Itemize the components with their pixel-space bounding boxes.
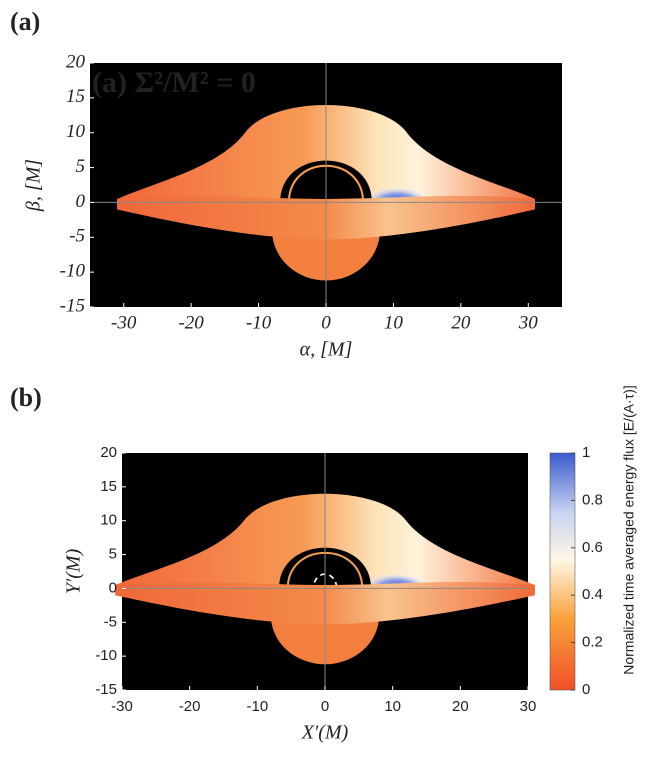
- y-axis-label: β, [M]: [23, 159, 45, 212]
- y-tick-label: 10: [100, 512, 117, 529]
- x-tick-label: 20: [451, 312, 471, 333]
- x-tick-label: 30: [518, 312, 539, 333]
- x-tick-label: -10: [246, 312, 272, 333]
- x-tick-label: -20: [178, 312, 204, 333]
- y-tick-label: -10: [95, 647, 117, 664]
- panel-label: (a): [10, 7, 40, 36]
- x-tick-label: -30: [111, 312, 137, 333]
- y-tick-label: 5: [109, 546, 117, 563]
- colorbar-tick-label: 0.4: [582, 586, 603, 603]
- colorbar-label: Normalized time averaged energy flux [E/…: [621, 385, 637, 675]
- y-tick-label: -15: [95, 681, 117, 698]
- y-tick-label: 5: [76, 156, 86, 177]
- colorbar-tick-label: 0.2: [582, 634, 603, 651]
- colorbar: [549, 452, 576, 691]
- y-tick-label: 10: [66, 121, 86, 142]
- panel-label: (b): [10, 383, 42, 412]
- x-axis-label: α, [M]: [300, 339, 353, 361]
- colorbar-tick-label: 0.6: [582, 539, 603, 556]
- annotation: (a) Σ²/M² = 0: [92, 66, 256, 99]
- x-tick-label: 0: [321, 698, 329, 715]
- y-tick-label: 20: [66, 51, 86, 72]
- y-tick-label: -15: [60, 295, 85, 316]
- y-tick-label: 0: [76, 191, 86, 212]
- y-tick-label: -5: [69, 226, 85, 247]
- x-tick-label: -20: [179, 698, 201, 715]
- x-tick-label: 20: [452, 698, 469, 715]
- y-axis-label: Y′(M): [63, 548, 85, 594]
- x-axis-label: X′(M): [301, 722, 349, 744]
- y-tick-label: 0: [109, 579, 117, 596]
- colorbar-tick-label: 1: [582, 444, 590, 461]
- x-tick-label: 10: [384, 698, 401, 715]
- colorbar-tick-label: 0: [582, 681, 590, 698]
- x-tick-label: -10: [246, 698, 268, 715]
- colorbar-tick-label: 0.8: [582, 491, 603, 508]
- x-tick-label: 10: [384, 312, 404, 333]
- x-tick-label: 0: [321, 312, 331, 333]
- x-tick-label: 30: [520, 698, 537, 715]
- y-tick-label: -5: [104, 613, 117, 630]
- y-tick-label: 15: [66, 86, 85, 107]
- x-tick-label: -30: [111, 698, 133, 715]
- y-tick-label: -10: [60, 261, 86, 282]
- y-tick-label: 15: [100, 478, 117, 495]
- y-tick-label: 20: [100, 444, 117, 461]
